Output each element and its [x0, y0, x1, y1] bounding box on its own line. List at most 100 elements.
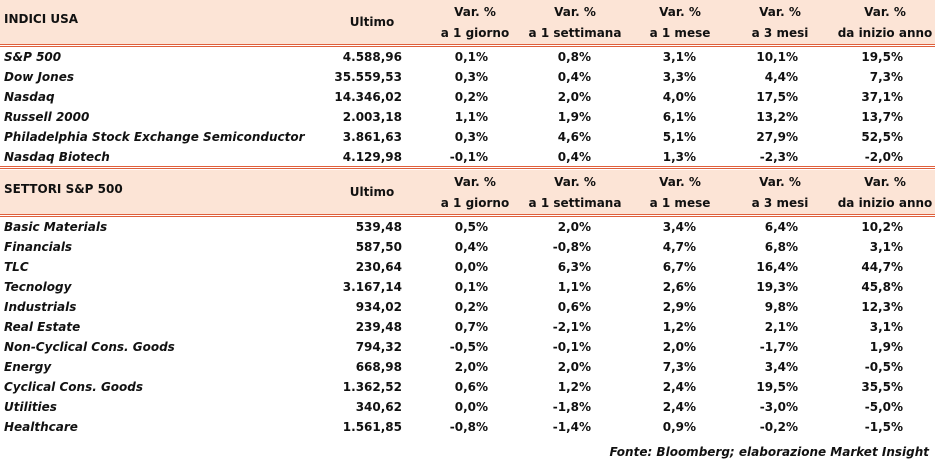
cell-value: 1,9%	[557, 110, 591, 124]
cell-value: 1,3%	[662, 150, 696, 164]
cell-value: 13,2%	[756, 110, 798, 124]
cell-value: 2,6%	[662, 280, 696, 294]
column-header: Ultimo	[349, 15, 395, 29]
cell-value: 2.003,18	[342, 110, 402, 124]
column-header: Var. %	[659, 5, 701, 19]
cell-value: -0,5%	[864, 360, 903, 374]
cell-value: -2,3%	[759, 150, 798, 164]
cell-value: 14.346,02	[334, 90, 402, 104]
cell-value: 1,9%	[869, 340, 903, 354]
cell-value: 9,8%	[764, 300, 798, 314]
column-header: Var. %	[454, 175, 496, 189]
column-header: a 1 settimana	[528, 196, 622, 210]
cell-value: 13,7%	[861, 110, 903, 124]
cell-value: 3,1%	[869, 320, 903, 334]
footer-source: Fonte: Bloomberg; elaborazione Market In…	[609, 445, 929, 459]
cell-value: -1,8%	[552, 400, 591, 414]
cell-value: -3,0%	[759, 400, 798, 414]
cell-value: 0,4%	[557, 70, 591, 84]
cell-value: 10,1%	[756, 50, 798, 64]
cell-value: 0,0%	[454, 260, 488, 274]
cell-value: 6,7%	[662, 260, 696, 274]
cell-value: 0,6%	[454, 380, 488, 394]
cell-value: 16,4%	[756, 260, 798, 274]
cell-value: 19,5%	[861, 50, 903, 64]
cell-value: 0,2%	[454, 300, 488, 314]
column-header: a 1 mese	[649, 26, 711, 40]
cell-value: 668,98	[355, 360, 402, 374]
column-header: Var. %	[454, 5, 496, 19]
cell-value: 44,7%	[861, 260, 903, 274]
cell-value: 230,64	[355, 260, 402, 274]
cell-value: 0,6%	[557, 300, 591, 314]
column-header: Var. %	[554, 175, 596, 189]
cell-value: -2,0%	[864, 150, 903, 164]
cell-value: 45,8%	[861, 280, 903, 294]
cell-value: 0,5%	[454, 220, 488, 234]
row-label: Cyclical Cons. Goods	[4, 380, 144, 394]
column-header: Var. %	[759, 175, 801, 189]
cell-value: 1.561,85	[342, 420, 402, 434]
cell-value: 6,3%	[557, 260, 591, 274]
cell-value: 35,5%	[861, 380, 903, 394]
row-label: Dow Jones	[4, 70, 75, 84]
row-label: Non-Cyclical Cons. Goods	[4, 340, 175, 354]
cell-value: 3,4%	[764, 360, 798, 374]
cell-value: 6,4%	[764, 220, 798, 234]
cell-value: 3.167,14	[342, 280, 402, 294]
column-header: Var. %	[659, 175, 701, 189]
cell-value: 587,50	[355, 240, 402, 254]
cell-value: 2,9%	[662, 300, 696, 314]
cell-value: -2,1%	[552, 320, 591, 334]
section-title: INDICI USA	[4, 12, 79, 26]
cell-value: 3,1%	[662, 50, 696, 64]
cell-value: -0,1%	[449, 150, 488, 164]
cell-value: 52,5%	[861, 130, 903, 144]
cell-value: 4,4%	[764, 70, 798, 84]
cell-value: 6,8%	[764, 240, 798, 254]
row-label: Utilities	[4, 400, 57, 414]
row-label: Tecnology	[4, 280, 72, 294]
cell-value: 239,48	[355, 320, 402, 334]
cell-value: 0,1%	[454, 50, 488, 64]
column-header: Var. %	[554, 5, 596, 19]
cell-value: 1,1%	[454, 110, 488, 124]
cell-value: 0,4%	[557, 150, 591, 164]
cell-value: 0,8%	[557, 50, 591, 64]
cell-value: 1,2%	[557, 380, 591, 394]
cell-value: 3,1%	[869, 240, 903, 254]
row-label: Philadelphia Stock Exchange Semiconducto…	[4, 130, 305, 144]
cell-value: 1,2%	[662, 320, 696, 334]
column-header: da inizio anno	[837, 196, 933, 210]
column-header: a 1 giorno	[440, 196, 510, 210]
row-label: S&P 500	[4, 50, 62, 64]
header-band	[0, 170, 935, 214]
cell-value: 6,1%	[662, 110, 696, 124]
row-label: TLC	[4, 260, 29, 274]
cell-value: 0,7%	[454, 320, 488, 334]
cell-value: -1,5%	[864, 420, 903, 434]
column-header: a 3 mesi	[751, 26, 809, 40]
cell-value: 7,3%	[662, 360, 696, 374]
cell-value: 340,62	[355, 400, 402, 414]
column-header: Var. %	[864, 5, 906, 19]
cell-value: 3,3%	[662, 70, 696, 84]
cell-value: 17,5%	[756, 90, 798, 104]
cell-value: 4.129,98	[342, 150, 402, 164]
header-rule	[0, 214, 935, 217]
row-label: Energy	[4, 360, 52, 374]
row-label: Real Estate	[4, 320, 81, 334]
cell-value: -0,5%	[449, 340, 488, 354]
cell-value: 0,3%	[454, 130, 488, 144]
cell-value: 2,0%	[557, 360, 591, 374]
cell-value: 3.861,63	[342, 130, 402, 144]
cell-value: 934,02	[355, 300, 402, 314]
column-header: Ultimo	[349, 185, 395, 199]
cell-value: 5,1%	[662, 130, 696, 144]
cell-value: 4,7%	[662, 240, 696, 254]
cell-value: 0,0%	[454, 400, 488, 414]
cell-value: 10,2%	[861, 220, 903, 234]
row-label: Russell 2000	[4, 110, 90, 124]
header-rule	[0, 44, 935, 47]
